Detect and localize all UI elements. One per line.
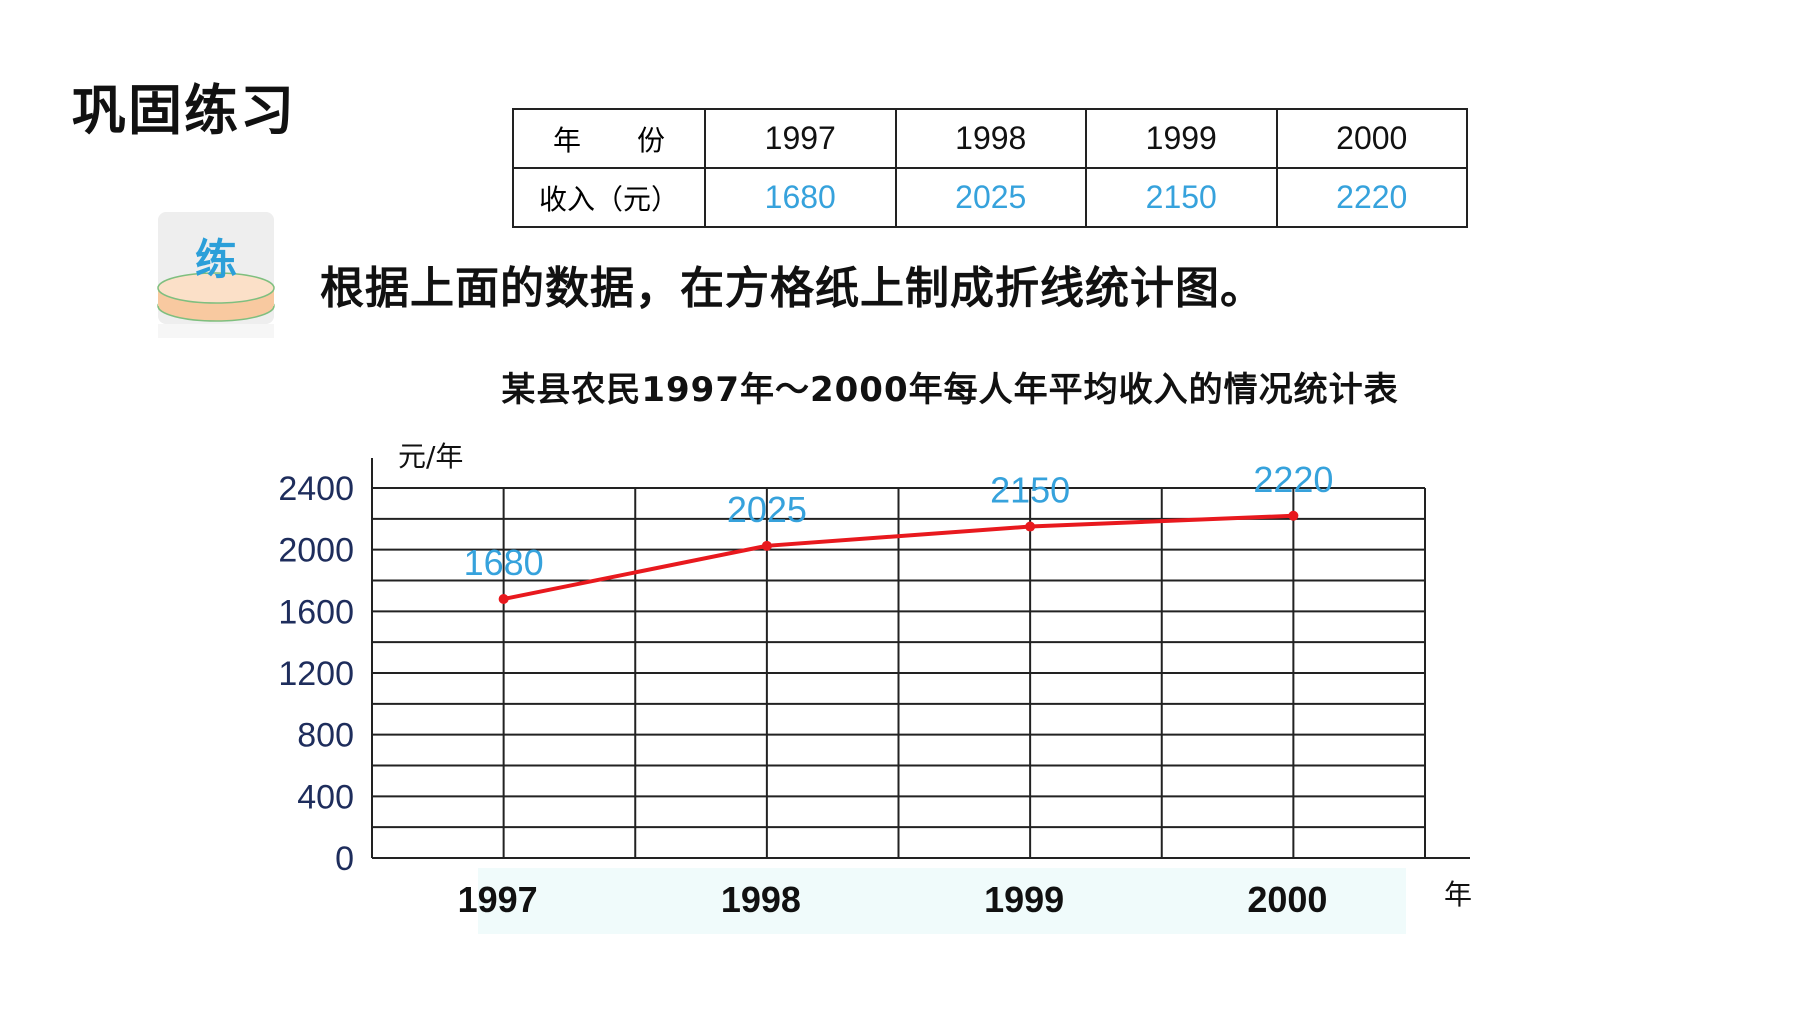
chart-title-wrap: 某县农民1997年～2000年每人年平均收入的情况统计表 [0, 362, 1800, 411]
table-cell-year: 1998 [894, 108, 1087, 169]
table-cell-year: 1999 [1085, 108, 1278, 169]
y-tick-label: 400 [297, 778, 354, 816]
x-tick-label: 1997 [458, 879, 538, 920]
x-axis-label: 年 [1444, 878, 1472, 911]
x-tick-label: 1998 [721, 879, 801, 920]
y-tick-label: 800 [297, 717, 354, 755]
data-point [498, 594, 509, 604]
y-tick-label: 2400 [278, 470, 354, 508]
table-cell-income: 1680 [704, 167, 897, 228]
table-cell-income: 2150 [1085, 167, 1278, 228]
income-data-table: 年 份 1997 1998 1999 2000 收入（元） 1680 2025 … [512, 108, 1468, 228]
y-tick-label: 0 [335, 840, 354, 878]
data-point [1288, 510, 1299, 521]
badge-disc-icon [157, 212, 275, 338]
table-row-income: 收入（元） 1680 2025 2150 2220 [512, 167, 1468, 228]
row-header-year: 年 份 [512, 108, 706, 169]
data-label: 2220 [1253, 459, 1333, 500]
chart-title: 某县农民1997年～2000年每人年平均收入的情况统计表 [501, 370, 1399, 410]
x-tick-label: 2000 [1247, 879, 1327, 920]
practice-badge: 练 [156, 210, 276, 340]
badge-label: 练 [194, 235, 237, 284]
x-tick-label: 1999 [984, 879, 1064, 920]
table-cell-income: 2220 [1275, 167, 1468, 228]
series-line [503, 513, 1294, 601]
y-tick-label: 1200 [278, 655, 354, 693]
data-point [761, 540, 772, 551]
data-label: 2025 [727, 489, 807, 530]
table-cell-year: 2000 [1275, 108, 1468, 169]
table-cell-year: 1997 [704, 108, 897, 169]
x-label-band [478, 868, 1406, 934]
y-tick-label: 2000 [278, 532, 354, 570]
data-point [1025, 521, 1036, 532]
data-label: 1680 [464, 542, 544, 583]
page-heading: 巩固练习 [72, 79, 296, 142]
row-header-income: 收入（元） [512, 167, 706, 228]
instruction-text: 根据上面的数据，在方格纸上制成折线统计图。 [320, 263, 1265, 314]
data-label: 2150 [990, 470, 1070, 511]
y-axis-label: 元/年 [398, 440, 463, 473]
table-cell-income: 2025 [894, 167, 1087, 228]
table-row-years: 年 份 1997 1998 1999 2000 [512, 108, 1468, 169]
y-tick-label: 1600 [278, 593, 354, 631]
